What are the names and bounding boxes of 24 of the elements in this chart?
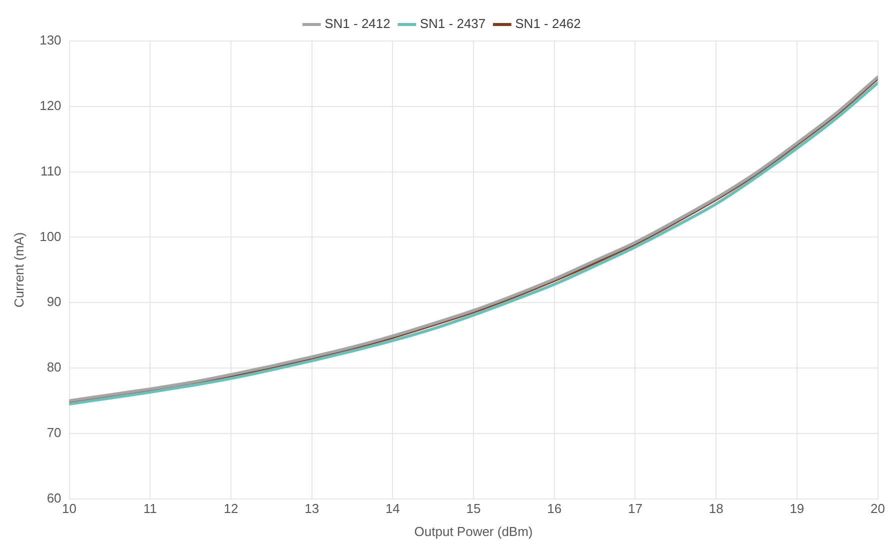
x-tick-label: 11: [143, 501, 157, 516]
x-tick-label: 18: [708, 501, 724, 516]
x-tick-label: 20: [870, 501, 886, 516]
y-tick-label: 130: [40, 32, 62, 48]
x-tick-label: 19: [790, 501, 804, 516]
y-tick-label: 60: [46, 490, 62, 506]
legend-label: SN1 - 2412: [324, 16, 390, 32]
x-tick-label: 12: [224, 501, 238, 516]
x-tick-label: 10: [62, 501, 77, 516]
legend-label: SN1 - 2437: [420, 16, 486, 32]
x-tick-label: 17: [628, 501, 642, 516]
y-axis-title: Current (mA): [11, 232, 26, 308]
legend-label: SN1 - 2462: [515, 16, 581, 32]
x-tick-label: 13: [304, 501, 320, 516]
x-tick-label: 15: [466, 501, 481, 516]
y-tick-label: 70: [46, 424, 62, 440]
y-tick-label: 110: [40, 163, 62, 178]
x-tick-label: 16: [547, 501, 562, 516]
x-tick-label: 14: [385, 501, 400, 516]
y-tick-label: 90: [46, 294, 62, 310]
y-tick-label: 100: [40, 228, 62, 244]
y-tick-label: 120: [40, 98, 62, 113]
y-tick-label: 80: [46, 360, 62, 375]
x-axis-title: Output Power (dBm): [414, 524, 533, 539]
